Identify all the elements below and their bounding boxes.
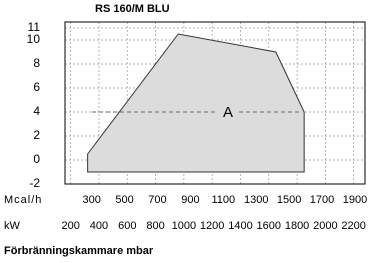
- x2-tick-label: 1300: [244, 194, 268, 206]
- x2-tick-label: 500: [115, 194, 133, 206]
- x-tick-label: 200: [61, 220, 79, 232]
- y-axis-label: Förbränningskammare mbar: [4, 245, 154, 257]
- area: [87, 33, 305, 173]
- x-tick-label: 1200: [200, 220, 224, 232]
- x2-axis-label: Mcal/h: [4, 194, 42, 206]
- x-axis-label: kW: [4, 220, 21, 232]
- y-tick-label: 4: [33, 104, 40, 118]
- x2-tick-label: 1700: [310, 194, 334, 206]
- x-tick-label: 2000: [313, 220, 337, 232]
- y-tick-label: 10: [27, 32, 41, 46]
- x2-tick-label: 900: [181, 194, 199, 206]
- x2-tick-label: 1500: [277, 194, 301, 206]
- y-tick-label: 8: [33, 56, 40, 70]
- y-tick-label: 2: [33, 128, 40, 142]
- y-tick-label: 0: [33, 152, 40, 166]
- x-tick-label: 1000: [172, 220, 196, 232]
- x-tick-label: 1800: [285, 220, 309, 232]
- x2-tick-label: 300: [82, 194, 100, 206]
- plot-frame: [64, 21, 366, 185]
- y-tick-label: 6: [33, 80, 40, 94]
- x2-tick-label: 700: [148, 194, 166, 206]
- x-tick-label: 600: [118, 220, 136, 232]
- x-tick-label: 1600: [257, 220, 281, 232]
- x-tick-label: 1400: [228, 220, 252, 232]
- x-tick-label: 800: [146, 220, 164, 232]
- y-tick-label: -2: [29, 176, 40, 190]
- x-tick-label: 400: [90, 220, 108, 232]
- x2-tick-label: 1900: [343, 194, 367, 206]
- y-tick-label: 11: [28, 20, 41, 34]
- chart-title: RS 160/M BLU: [95, 3, 170, 15]
- x-tick-label: 2200: [341, 220, 365, 232]
- annotation: A: [223, 104, 233, 121]
- annotation-bg: [218, 103, 238, 121]
- x2-tick-label: 1100: [211, 194, 235, 206]
